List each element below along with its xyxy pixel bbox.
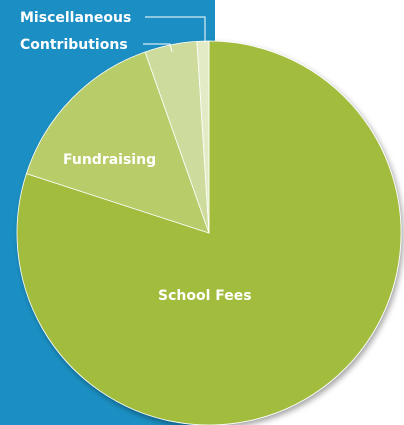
label-fundraising: Fundraising [63,152,156,168]
label-school-fees: School Fees [158,288,252,304]
leader-line-contributions [143,43,173,53]
label-contributions: Contributions [20,37,128,53]
pie-slices [16,40,402,425]
leader-line-miscellaneous [145,16,206,43]
label-miscellaneous: Miscellaneous [20,10,131,26]
pie-slice-miscellaneous [196,40,210,234]
pie-slice-fundraising [25,51,210,234]
